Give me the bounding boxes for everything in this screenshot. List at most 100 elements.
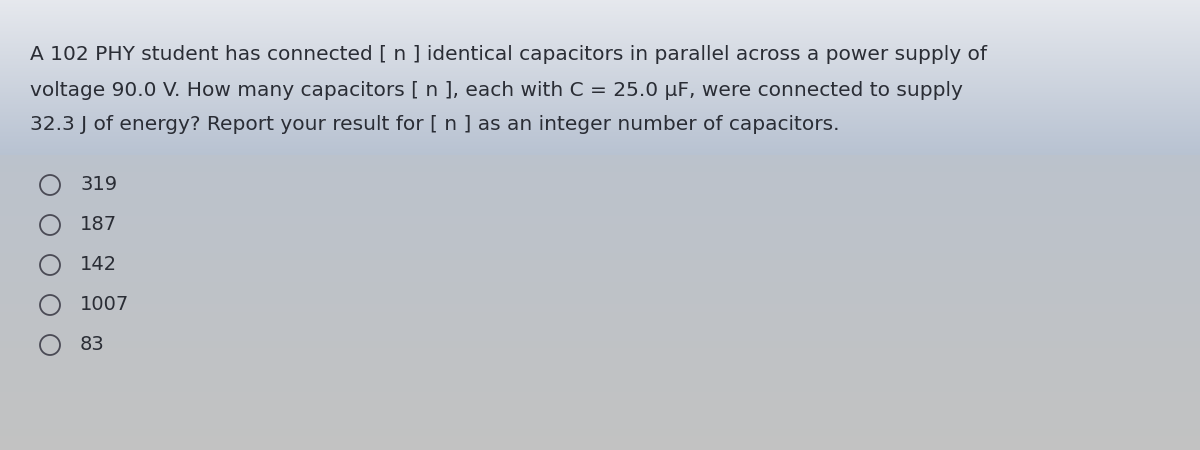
Bar [0,387,1200,388]
Bar [0,113,1200,114]
Bar [0,134,1200,135]
Bar [0,245,1200,246]
Bar [0,270,1200,271]
Bar [0,135,1200,136]
Bar [0,123,1200,124]
Bar [0,230,1200,231]
Bar [0,116,1200,117]
Bar [0,327,1200,328]
Bar [0,320,1200,321]
Bar [0,207,1200,208]
Bar [0,112,1200,113]
Bar [0,242,1200,243]
Bar [0,148,1200,149]
Bar [0,342,1200,343]
Bar [0,280,1200,281]
Bar [0,109,1200,110]
Bar [0,186,1200,187]
Bar [0,97,1200,98]
Bar [0,3,1200,4]
Bar [0,2,1200,3]
Bar [0,405,1200,406]
Bar [0,396,1200,397]
Bar [0,104,1200,105]
Bar [0,416,1200,417]
Bar [0,285,1200,286]
Bar [0,8,1200,9]
Bar [0,192,1200,193]
Bar [0,362,1200,363]
Bar [0,93,1200,94]
Bar [0,229,1200,230]
Bar [0,61,1200,62]
Text: 142: 142 [80,256,118,274]
Bar [0,354,1200,355]
Bar [0,22,1200,23]
Bar [0,215,1200,216]
Bar [0,1,1200,2]
Bar [0,440,1200,441]
Bar [0,152,1200,153]
Bar [0,406,1200,407]
Bar [0,307,1200,308]
Bar [0,79,1200,80]
Bar [0,71,1200,72]
Bar [0,287,1200,288]
Bar [0,366,1200,367]
Bar [0,24,1200,25]
Bar [0,341,1200,342]
Bar [0,108,1200,109]
Bar [0,325,1200,326]
Bar [0,153,1200,154]
Bar [0,34,1200,35]
Bar [0,33,1200,34]
Bar [0,114,1200,115]
Bar [0,111,1200,112]
Bar [0,142,1200,143]
Bar [0,176,1200,177]
Bar [0,178,1200,179]
Bar [0,391,1200,392]
Bar [0,47,1200,48]
Bar [0,94,1200,95]
Bar [0,151,1200,152]
Bar [0,70,1200,71]
Bar [0,114,1200,115]
Bar [0,94,1200,95]
Bar [0,301,1200,302]
Bar [0,353,1200,354]
Bar [0,137,1200,138]
Bar [0,335,1200,336]
Bar [0,286,1200,287]
Bar [0,295,1200,296]
Bar [0,71,1200,72]
Bar [0,64,1200,65]
Bar [0,253,1200,254]
Bar [0,104,1200,105]
Bar [0,118,1200,119]
Bar [0,95,1200,96]
Bar [0,58,1200,59]
Bar [0,348,1200,349]
Bar [0,355,1200,356]
Bar [0,346,1200,347]
Bar [0,99,1200,100]
Bar [0,318,1200,319]
Bar [0,52,1200,53]
Bar [0,135,1200,136]
Bar [0,430,1200,431]
Bar [0,264,1200,265]
Bar [0,439,1200,440]
Bar [0,296,1200,297]
Bar [0,414,1200,415]
Bar [0,42,1200,43]
Bar [0,126,1200,127]
Bar [0,408,1200,409]
Bar [0,40,1200,41]
Bar [0,274,1200,275]
Bar [0,251,1200,252]
Bar [0,173,1200,174]
Bar [0,344,1200,345]
Bar [0,269,1200,270]
Bar [0,374,1200,375]
